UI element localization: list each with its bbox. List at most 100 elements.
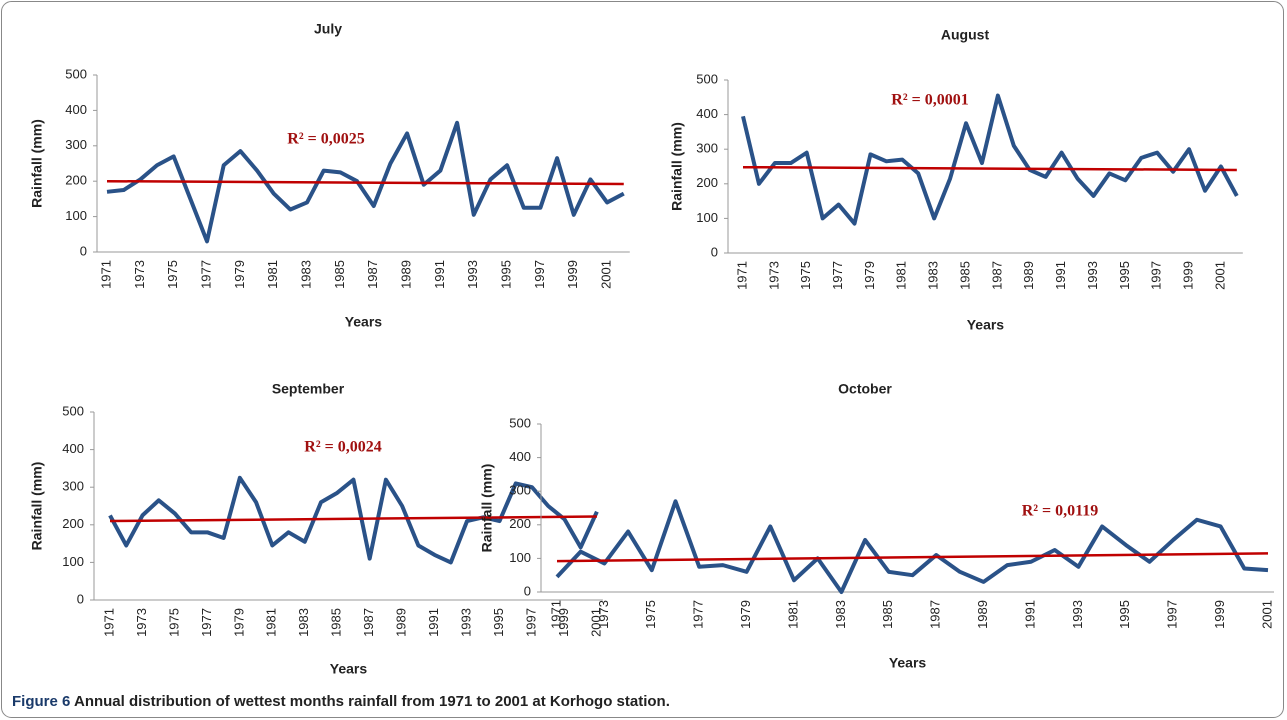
r-squared: R² = 0,0025 <box>287 131 364 148</box>
x-axis-label: Years <box>330 661 368 677</box>
x-tick-label: 1985 <box>329 608 344 637</box>
x-tick-label: 1997 <box>1149 261 1164 290</box>
x-tick-label: 1977 <box>198 260 213 289</box>
y-tick-label: 500 <box>696 71 718 86</box>
x-tick-label: 1991 <box>426 608 441 637</box>
x-tick-label: 1983 <box>296 608 311 637</box>
x-tick-label: 1993 <box>458 608 473 637</box>
trend-line <box>106 179 624 186</box>
y-tick-label: 100 <box>65 208 87 223</box>
data-line <box>108 475 599 565</box>
trend-line <box>742 165 1237 172</box>
x-tick-label: 1995 <box>1117 261 1132 290</box>
x-tick-label: 1973 <box>132 260 147 289</box>
y-tick-label: 400 <box>696 106 718 121</box>
y-tick-label: 100 <box>509 550 531 565</box>
x-tick-label: 1987 <box>989 261 1004 290</box>
caption-label: Figure 6 <box>12 693 70 710</box>
caption: Figure 6 Annual distribution of wettest … <box>12 693 670 710</box>
y-axis-label: Rainfall (mm) <box>29 119 45 208</box>
y-axis-label: Rainfall (mm) <box>29 462 45 551</box>
y-tick-label: 0 <box>80 243 87 258</box>
y-tick-label: 200 <box>62 516 84 531</box>
x-tick-label: 1999 <box>1180 261 1195 290</box>
y-tick-label: 100 <box>696 210 718 225</box>
x-tick-label: 1975 <box>643 600 658 629</box>
x-tick-label: 1993 <box>1085 261 1100 290</box>
chart-panel: September 0 100 200 300 400 500 1971 1973 1975 197… <box>29 381 604 677</box>
y-tick-label: 500 <box>62 403 84 418</box>
chart-panel: August 0 100 200 300 400 500 1971 1973 1975 1977 19… <box>669 27 1243 333</box>
chart-panel: July 0 100 200 300 400 500 1971 1973 1975 1977 1979… <box>29 21 630 330</box>
x-tick-label: 2001 <box>588 608 603 637</box>
x-tick-label: 1987 <box>928 600 943 629</box>
x-tick-label: 1971 <box>98 260 113 289</box>
x-tick-label: 1973 <box>134 608 149 637</box>
x-axis-label: Years <box>967 317 1005 333</box>
x-tick-label: 1977 <box>691 600 706 629</box>
x-tick-label: 1973 <box>766 261 781 290</box>
chart-title: September <box>272 381 345 397</box>
x-tick-label: 1999 <box>556 608 571 637</box>
trend-line <box>556 552 1269 563</box>
data-line <box>741 93 1239 226</box>
y-tick-label: 400 <box>62 441 84 456</box>
x-tick-label: 1997 <box>532 260 547 289</box>
chart-title: October <box>838 381 892 397</box>
x-tick-label: 1991 <box>1053 261 1068 290</box>
x-tick-label: 1985 <box>957 261 972 290</box>
x-tick-label: 1997 <box>1165 600 1180 629</box>
chart-title: August <box>941 27 990 43</box>
x-tick-label: 1993 <box>1070 600 1085 629</box>
y-axis-label: Rainfall (mm) <box>479 464 495 553</box>
x-tick-label: 1977 <box>199 608 214 637</box>
x-tick-label: 1985 <box>332 260 347 289</box>
y-tick-label: 0 <box>77 591 84 606</box>
caption-text: Annual distribution of wettest months ra… <box>74 693 670 710</box>
x-tick-label: 1971 <box>101 608 116 637</box>
x-tick-label: 1995 <box>491 608 506 637</box>
chart-panel: October 0 100 200 300 400 500 1971 1973 1975 1977 1… <box>479 381 1275 671</box>
x-tick-label: 1981 <box>894 261 909 290</box>
x-tick-label: 1993 <box>465 260 480 289</box>
x-tick-label: 1985 <box>880 600 895 629</box>
x-tick-label: 1983 <box>298 260 313 289</box>
x-tick-label: 1979 <box>232 260 247 289</box>
y-tick-label: 300 <box>65 137 87 152</box>
x-tick-label: 1975 <box>165 260 180 289</box>
r-squared: R² = 0,0119 <box>1022 503 1099 520</box>
x-tick-label: 1999 <box>565 260 580 289</box>
x-tick-label: 1983 <box>833 600 848 629</box>
y-axis-label: Rainfall (mm) <box>669 122 685 211</box>
x-tick-label: 1997 <box>523 608 538 637</box>
data-line <box>106 120 625 244</box>
y-tick-label: 300 <box>62 479 84 494</box>
x-tick-label: 1979 <box>862 261 877 290</box>
chart-title: July <box>314 21 342 37</box>
x-tick-label: 1995 <box>499 260 514 289</box>
y-tick-label: 500 <box>65 66 87 81</box>
y-tick-label: 200 <box>696 175 718 190</box>
y-tick-label: 200 <box>509 516 531 531</box>
x-axis-label: Years <box>889 655 927 671</box>
y-tick-label: 400 <box>65 102 87 117</box>
y-tick-label: 200 <box>65 173 87 188</box>
x-tick-label: 2001 <box>599 260 614 289</box>
x-tick-label: 1991 <box>1022 600 1037 629</box>
y-tick-label: 0 <box>524 583 531 598</box>
x-tick-label: 1975 <box>798 261 813 290</box>
x-tick-label: 1987 <box>361 608 376 637</box>
x-axis-label: Years <box>345 314 383 330</box>
x-tick-label: 2001 <box>1259 600 1274 629</box>
x-tick-label: 1981 <box>265 260 280 289</box>
trend-line <box>109 515 597 523</box>
x-tick-label: 1989 <box>1021 261 1036 290</box>
y-tick-label: 300 <box>696 141 718 156</box>
x-tick-label: 1979 <box>738 600 753 629</box>
x-tick-label: 1989 <box>398 260 413 289</box>
y-tick-label: 100 <box>62 554 84 569</box>
y-tick-label: 400 <box>509 449 531 464</box>
x-tick-label: 1999 <box>1212 600 1227 629</box>
